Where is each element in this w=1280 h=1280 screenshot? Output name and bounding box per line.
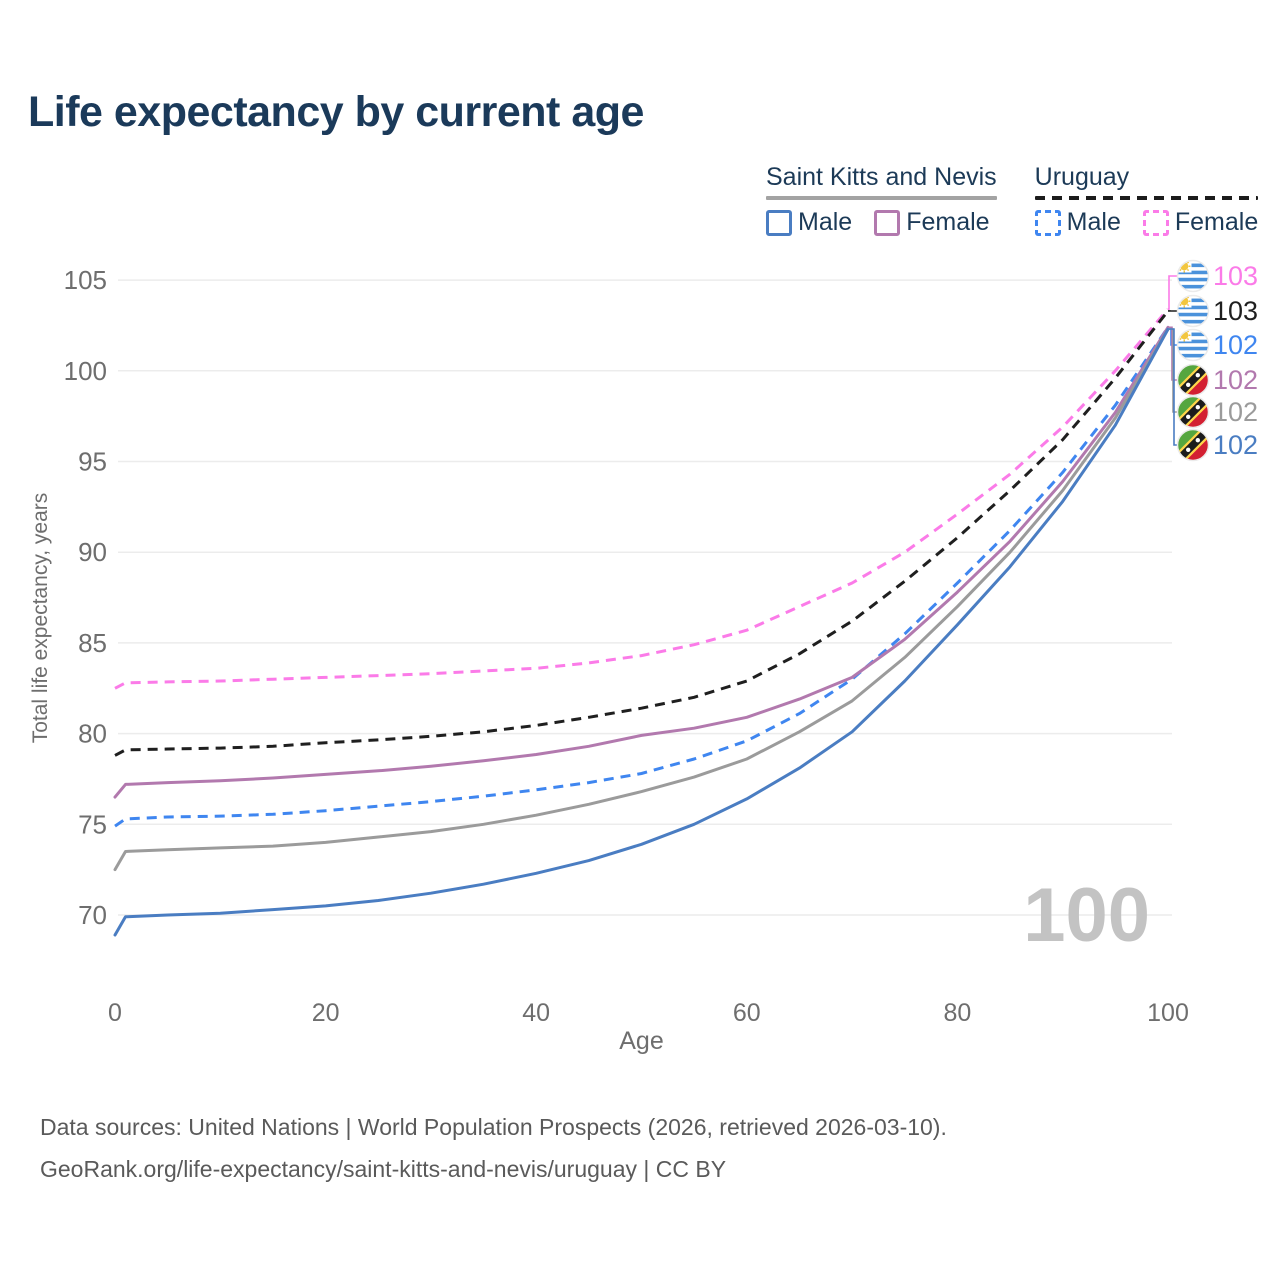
end-value-label-uruguay-female-female: 103 bbox=[1213, 261, 1258, 291]
y-tick-label-75: 75 bbox=[78, 809, 107, 839]
legend-country-label-saint-kitts-and-nevis: Saint Kitts and Nevis bbox=[766, 163, 997, 191]
series-line-saint-kitts-and-nevis-male-male[interactable] bbox=[113, 327, 1170, 937]
saint-kitts-and-nevis-flag-icon bbox=[1176, 428, 1210, 462]
footer: Data sources: United Nations | World Pop… bbox=[40, 1106, 947, 1190]
x-axis-title: Age bbox=[619, 1027, 663, 1055]
legend-swatch-female-icon bbox=[1142, 209, 1169, 236]
legend: Saint Kitts and Nevis Male Female Uruguay… bbox=[766, 163, 1259, 237]
legend-group-uruguay: Uruguay Male Female bbox=[1034, 163, 1259, 237]
end-value-label-saint-kitts-and-nevis-female-female: 102 bbox=[1213, 365, 1258, 395]
x-tick-label-100: 100 bbox=[1147, 999, 1189, 1027]
x-tick-label-80: 80 bbox=[943, 999, 971, 1027]
uruguay-flag-icon bbox=[1176, 259, 1210, 293]
watermark-age-100: 100 bbox=[1023, 873, 1150, 958]
legend-item-label: Male bbox=[798, 208, 853, 236]
series-line-uruguay-both[interactable] bbox=[114, 309, 1170, 757]
series-line-saint-kitts-and-nevis-female-female[interactable] bbox=[113, 325, 1170, 799]
x-tick-label-0: 0 bbox=[108, 999, 122, 1027]
legend-items-uruguay: Male Female bbox=[1034, 208, 1259, 237]
x-tick-label-20: 20 bbox=[312, 999, 340, 1027]
legend-swatch-male-icon bbox=[1034, 209, 1061, 236]
end-label-leader-line bbox=[1168, 275, 1177, 310]
legend-checkbox-saint-kitts-and-nevis-male[interactable]: Male bbox=[766, 208, 852, 237]
legend-underline-dashed bbox=[1034, 196, 1259, 200]
x-tick-label-40: 40 bbox=[522, 999, 550, 1027]
end-value-label-uruguay-male-male: 102 bbox=[1213, 330, 1258, 360]
legend-checkbox-uruguay-male[interactable]: Male bbox=[1034, 208, 1121, 237]
y-tick-label-90: 90 bbox=[78, 537, 107, 567]
legend-swatch-male-icon bbox=[766, 209, 792, 236]
saint-kitts-and-nevis-flag-icon bbox=[1176, 395, 1210, 429]
y-tick-label-100: 100 bbox=[64, 356, 107, 386]
legend-item-label: Female bbox=[1174, 208, 1259, 236]
footer-attribution-url: GeoRank.org/life-expectancy/saint-kitts-… bbox=[40, 1156, 727, 1182]
end-value-label-saint-kitts-and-nevis-both: 102 bbox=[1213, 397, 1258, 427]
x-tick-label-60: 60 bbox=[733, 999, 761, 1027]
y-tick-label-105: 105 bbox=[64, 265, 107, 295]
legend-country-label-uruguay: Uruguay bbox=[1034, 163, 1130, 191]
series-line-uruguay-female-female[interactable] bbox=[114, 308, 1170, 690]
end-value-label-uruguay-both: 103 bbox=[1213, 296, 1258, 326]
end-value-label-saint-kitts-and-nevis-male-male: 102 bbox=[1213, 430, 1258, 460]
legend-item-label: Male bbox=[1066, 208, 1121, 236]
legend-underline-solid bbox=[766, 196, 997, 200]
saint-kitts-and-nevis-flag-icon bbox=[1176, 363, 1210, 397]
uruguay-flag-icon bbox=[1176, 294, 1210, 328]
page-title: Life expectancy by current age bbox=[28, 88, 644, 136]
series-line-saint-kitts-and-nevis-both[interactable] bbox=[113, 327, 1170, 872]
series-line-uruguay-male-male[interactable] bbox=[114, 326, 1170, 828]
legend-checkbox-uruguay-female[interactable]: Female bbox=[1142, 208, 1259, 237]
y-axis-title: Total life expectancy, years bbox=[29, 493, 52, 744]
legend-swatch-female-icon bbox=[874, 209, 901, 236]
end-label-leader-line bbox=[1168, 328, 1177, 446]
legend-checkbox-saint-kitts-and-nevis-female[interactable]: Female bbox=[874, 208, 990, 237]
uruguay-flag-icon bbox=[1176, 328, 1210, 362]
y-tick-label-95: 95 bbox=[78, 447, 107, 477]
legend-item-label: Female bbox=[906, 208, 990, 236]
y-tick-label-70: 70 bbox=[78, 900, 107, 930]
legend-group-saint-kitts-and-nevis: Saint Kitts and Nevis Male Female bbox=[766, 163, 997, 237]
y-tick-label-80: 80 bbox=[78, 719, 107, 749]
footer-data-sources: Data sources: United Nations | World Pop… bbox=[40, 1114, 947, 1140]
y-tick-label-85: 85 bbox=[78, 628, 107, 658]
legend-items-saint-kitts-and-nevis: Male Female bbox=[766, 208, 997, 237]
